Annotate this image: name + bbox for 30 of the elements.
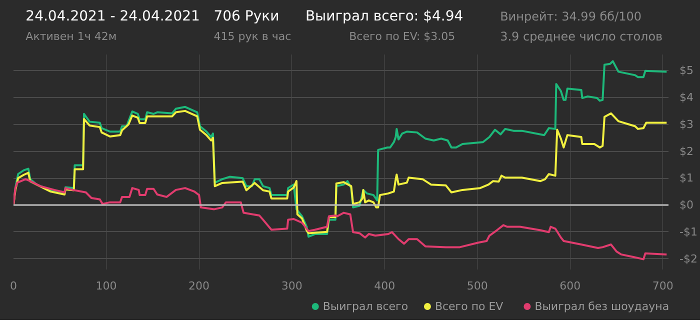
y-tick-label: $2 — [680, 144, 694, 158]
legend-label: Выиграл без шоудауна — [534, 300, 670, 313]
y-tick-label: $3 — [680, 118, 694, 131]
text: Выиграл всего: $4.94 — [305, 8, 464, 24]
text: 3.9 среднее число столов — [500, 30, 663, 44]
x-tick-label: 0 — [10, 280, 17, 292]
y-tick-label: -$1 — [680, 225, 698, 238]
y-tick-label: $1 — [680, 172, 694, 185]
x-tick-label: 100 — [96, 280, 117, 292]
x-tick-label: 500 — [466, 280, 488, 292]
x-tick-label: 700 — [652, 280, 674, 292]
text: 706 Руки — [214, 8, 280, 24]
x-tick-label: 200 — [188, 280, 210, 292]
text: Всего по EV: $3.05 — [349, 30, 456, 43]
chart-title: 24.04.2021 - 24.04.2021 — [26, 8, 200, 24]
line-series — [14, 60, 668, 238]
text: Винрейт: 34.99 бб/100 — [500, 10, 642, 24]
chart-subtitle: Активен 1ч 42м — [26, 30, 117, 43]
line-series — [14, 178, 668, 260]
y-tick-label: -$2 — [680, 252, 698, 266]
legend-label: Выиграл всего — [322, 300, 408, 313]
legend-label: Всего по EV — [434, 300, 504, 313]
y-tick-label: $0 — [680, 198, 694, 212]
y-tick-label: $5 — [680, 64, 694, 78]
x-tick-label: 600 — [560, 280, 581, 292]
text: 415 рук в час — [214, 30, 292, 43]
x-tick-label: 300 — [281, 280, 302, 292]
y-tick-label: $4 — [680, 91, 694, 104]
x-tick-label: 400 — [374, 280, 396, 292]
line-series — [14, 110, 668, 234]
